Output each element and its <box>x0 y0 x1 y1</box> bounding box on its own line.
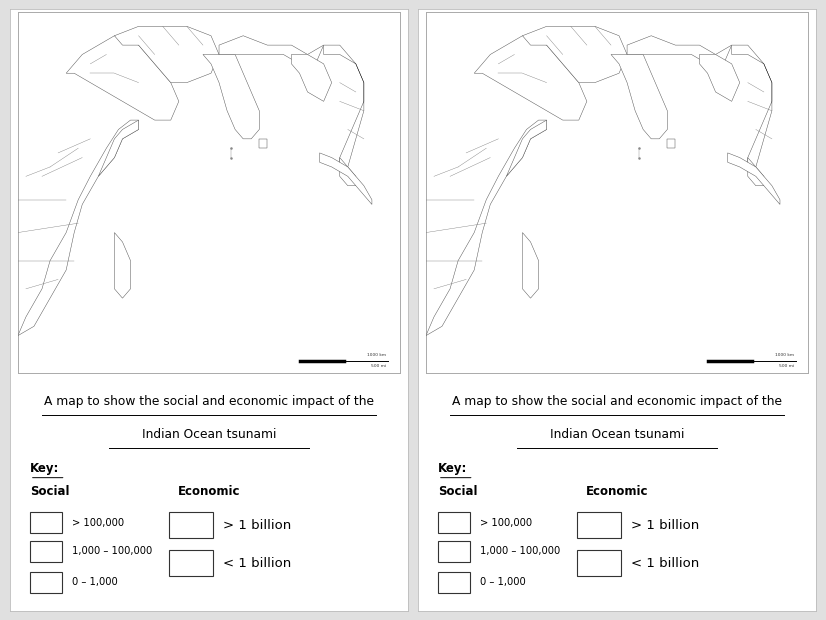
Text: Indian Ocean tsunami: Indian Ocean tsunami <box>142 428 276 441</box>
Text: > 100,000: > 100,000 <box>72 518 124 528</box>
Text: 1,000 – 100,000: 1,000 – 100,000 <box>480 546 560 556</box>
FancyBboxPatch shape <box>438 512 470 533</box>
Polygon shape <box>667 139 676 148</box>
Text: Indian Ocean tsunami: Indian Ocean tsunami <box>550 428 684 441</box>
Polygon shape <box>115 232 131 298</box>
Polygon shape <box>474 36 586 120</box>
Polygon shape <box>324 45 364 167</box>
Polygon shape <box>66 36 178 120</box>
Text: 1000 km: 1000 km <box>775 353 794 356</box>
Text: Social: Social <box>438 485 477 498</box>
FancyBboxPatch shape <box>169 512 213 538</box>
Polygon shape <box>203 55 259 139</box>
Text: 500 mi: 500 mi <box>371 364 386 368</box>
Text: 1,000 – 100,000: 1,000 – 100,000 <box>72 546 152 556</box>
Polygon shape <box>18 120 139 335</box>
Polygon shape <box>700 55 740 101</box>
FancyBboxPatch shape <box>30 512 62 533</box>
Polygon shape <box>732 45 772 167</box>
Text: Social: Social <box>30 485 69 498</box>
Polygon shape <box>115 27 219 82</box>
FancyBboxPatch shape <box>438 572 470 593</box>
Polygon shape <box>339 157 356 186</box>
Polygon shape <box>219 36 324 64</box>
Polygon shape <box>728 153 780 205</box>
Text: 500 mi: 500 mi <box>779 364 794 368</box>
Text: 1000 km: 1000 km <box>367 353 386 356</box>
Text: < 1 billion: < 1 billion <box>223 557 291 570</box>
Text: > 1 billion: > 1 billion <box>223 519 291 532</box>
Polygon shape <box>292 55 332 101</box>
Polygon shape <box>523 27 627 82</box>
FancyBboxPatch shape <box>577 512 621 538</box>
Text: < 1 billion: < 1 billion <box>631 557 699 570</box>
Text: Economic: Economic <box>178 485 240 498</box>
Polygon shape <box>611 55 667 139</box>
Text: A map to show the social and economic impact of the: A map to show the social and economic im… <box>452 395 782 408</box>
Polygon shape <box>426 120 547 335</box>
Polygon shape <box>627 36 732 64</box>
FancyBboxPatch shape <box>30 572 62 593</box>
Text: > 1 billion: > 1 billion <box>631 519 699 532</box>
Polygon shape <box>523 232 539 298</box>
Polygon shape <box>259 139 268 148</box>
Text: > 100,000: > 100,000 <box>480 518 532 528</box>
FancyBboxPatch shape <box>577 550 621 576</box>
FancyBboxPatch shape <box>438 541 470 562</box>
Polygon shape <box>98 120 139 176</box>
FancyBboxPatch shape <box>30 541 62 562</box>
Text: 0 – 1,000: 0 – 1,000 <box>72 577 117 587</box>
Text: 0 – 1,000: 0 – 1,000 <box>480 577 525 587</box>
Polygon shape <box>506 120 547 176</box>
FancyBboxPatch shape <box>169 550 213 576</box>
Text: Key:: Key: <box>438 462 468 475</box>
Polygon shape <box>748 157 764 186</box>
Text: Economic: Economic <box>586 485 648 498</box>
Text: Key:: Key: <box>30 462 59 475</box>
Text: A map to show the social and economic impact of the: A map to show the social and economic im… <box>44 395 374 408</box>
Polygon shape <box>320 153 372 205</box>
